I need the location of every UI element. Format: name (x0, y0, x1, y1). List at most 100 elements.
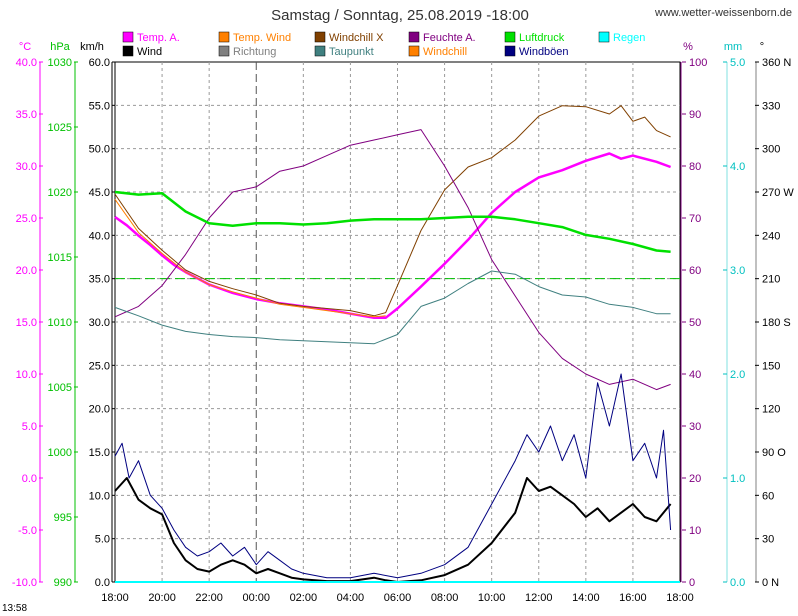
kmh-tick: 20.0 (89, 404, 110, 416)
website-label: www.wetter-weissenborn.de (654, 7, 792, 19)
plot-area: 18:00 20:00 22:00 00:00 02:00 04:00 06:00 08:00… (101, 61, 694, 604)
hpa-tick: 995 (54, 512, 72, 524)
degree-tick: 150 (762, 360, 780, 372)
x-tick-label: 18:00 (101, 592, 129, 604)
hpa-tick: 1005 (48, 382, 72, 394)
percent-unit: % (683, 41, 693, 53)
kmh-tick: 40.0 (89, 230, 110, 242)
x-tick-label: 22:00 (195, 592, 223, 604)
degree-tick: 330 (762, 100, 780, 112)
hpa-unit: hPa (50, 41, 70, 53)
hpa-tick: 1020 (48, 187, 72, 199)
legend-item: Wind (122, 45, 162, 58)
degree-tick: 210 (762, 274, 780, 286)
percent-tick: 10 (689, 525, 701, 537)
degree-tick: 360 N (762, 57, 791, 69)
kmh-tick: 55.0 (89, 100, 110, 112)
axes: °C hPa km/h% mm ° 40.0 35.0 30.0 25.0 20.0 15.0 10.… (12, 41, 794, 589)
legend-item: Regen (598, 31, 645, 44)
legend-label: Temp. A. (137, 32, 180, 44)
celsius-unit: °C (19, 41, 31, 53)
degree-tick: 300 (762, 144, 780, 156)
percent-tick: 50 (689, 317, 701, 329)
chart-title: Samstag / Sonntag, 25.08.2019 -18:00 (271, 7, 529, 24)
legend-label: Luftdruck (519, 32, 565, 44)
mm-tick: 4.0 (730, 161, 745, 173)
degree-tick: 0 N (762, 577, 779, 589)
degree-tick: 270 W (762, 187, 794, 199)
legend-item: Windböen (504, 45, 569, 58)
legend-item: Feuchte A. (408, 31, 476, 44)
legend-item: Temp. A. (122, 31, 180, 44)
legend-item: Windchill X (314, 31, 384, 44)
kmh-tick: 10.0 (89, 490, 110, 502)
legend-swatch (218, 31, 230, 43)
legend-swatch (504, 45, 516, 57)
celsius-tick: 10.0 (16, 369, 37, 381)
percent-tick: 30 (689, 421, 701, 433)
series-luftdruck (114, 190, 671, 254)
degrees-unit: ° (760, 41, 764, 53)
percent-tick: 60 (689, 265, 701, 277)
hpa-tick: 1025 (48, 122, 72, 134)
kmh-tick: 25.0 (89, 360, 110, 372)
kmh-tick: 45.0 (89, 187, 110, 199)
legend-label: Windchill (423, 46, 467, 58)
legend-item: Taupunkt (314, 45, 374, 58)
series-temp-wind (114, 199, 386, 318)
legend-item: Temp. Wind (218, 31, 291, 44)
percent-tick: 0 (689, 577, 695, 589)
mm-tick: 5.0 (730, 57, 745, 69)
mm-tick: 0.0 (730, 577, 745, 589)
legend-swatch (408, 31, 420, 43)
degree-tick: 120 (762, 404, 780, 416)
mm-tick: 3.0 (730, 265, 745, 277)
series-temp-a- (114, 152, 672, 320)
degree-tick: 30 (762, 534, 774, 546)
x-tick-label: 20:00 (148, 592, 176, 604)
series-feuchte-a- (114, 129, 671, 391)
mm-unit: mm (724, 41, 742, 53)
x-tick-label: 14:00 (572, 592, 600, 604)
x-tick-label: 10:00 (478, 592, 506, 604)
celsius-tick: 5.0 (22, 421, 37, 433)
celsius-tick: -5.0 (18, 525, 37, 537)
kmh-tick: 35.0 (89, 274, 110, 286)
celsius-tick: 15.0 (16, 317, 37, 329)
legend-swatch (122, 45, 134, 57)
celsius-tick: 30.0 (16, 161, 37, 173)
hpa-tick: 1030 (48, 57, 72, 69)
legend-label: Windböen (519, 46, 569, 58)
legend-item: Richtung (218, 45, 276, 58)
series-windchill-x (114, 105, 671, 317)
celsius-tick: 40.0 (16, 57, 37, 69)
kmh-tick: 15.0 (89, 447, 110, 459)
legend-swatch (504, 31, 516, 43)
x-tick-label: 02:00 (290, 592, 318, 604)
series-taupunkt (114, 270, 671, 345)
x-tick-label: 06:00 (384, 592, 412, 604)
x-tick-label: 04:00 (337, 592, 365, 604)
footer-time-label: 13:58 (2, 603, 27, 614)
series-wind (114, 477, 672, 583)
degree-tick: 60 (762, 490, 774, 502)
legend-label: Richtung (233, 46, 276, 58)
celsius-tick: -10.0 (12, 577, 37, 589)
celsius-tick: 20.0 (16, 265, 37, 277)
percent-tick: 40 (689, 369, 701, 381)
degree-tick: 240 (762, 230, 780, 242)
legend-label: Windchill X (329, 32, 384, 44)
degree-tick: 180 S (762, 317, 791, 329)
mm-tick: 1.0 (730, 473, 745, 485)
kmh-tick: 30.0 (89, 317, 110, 329)
degree-tick: 90 O (762, 447, 786, 459)
legend: Temp. A. Temp. Wind Windchill X Feuchte A. L… (122, 31, 645, 58)
percent-tick: 20 (689, 473, 701, 485)
legend-swatch (314, 45, 326, 57)
legend-item: Luftdruck (504, 31, 565, 44)
kmh-tick: 60.0 (89, 57, 110, 69)
legend-label: Wind (137, 46, 162, 58)
legend-item: Windchill (408, 45, 467, 58)
legend-swatch (598, 31, 610, 43)
